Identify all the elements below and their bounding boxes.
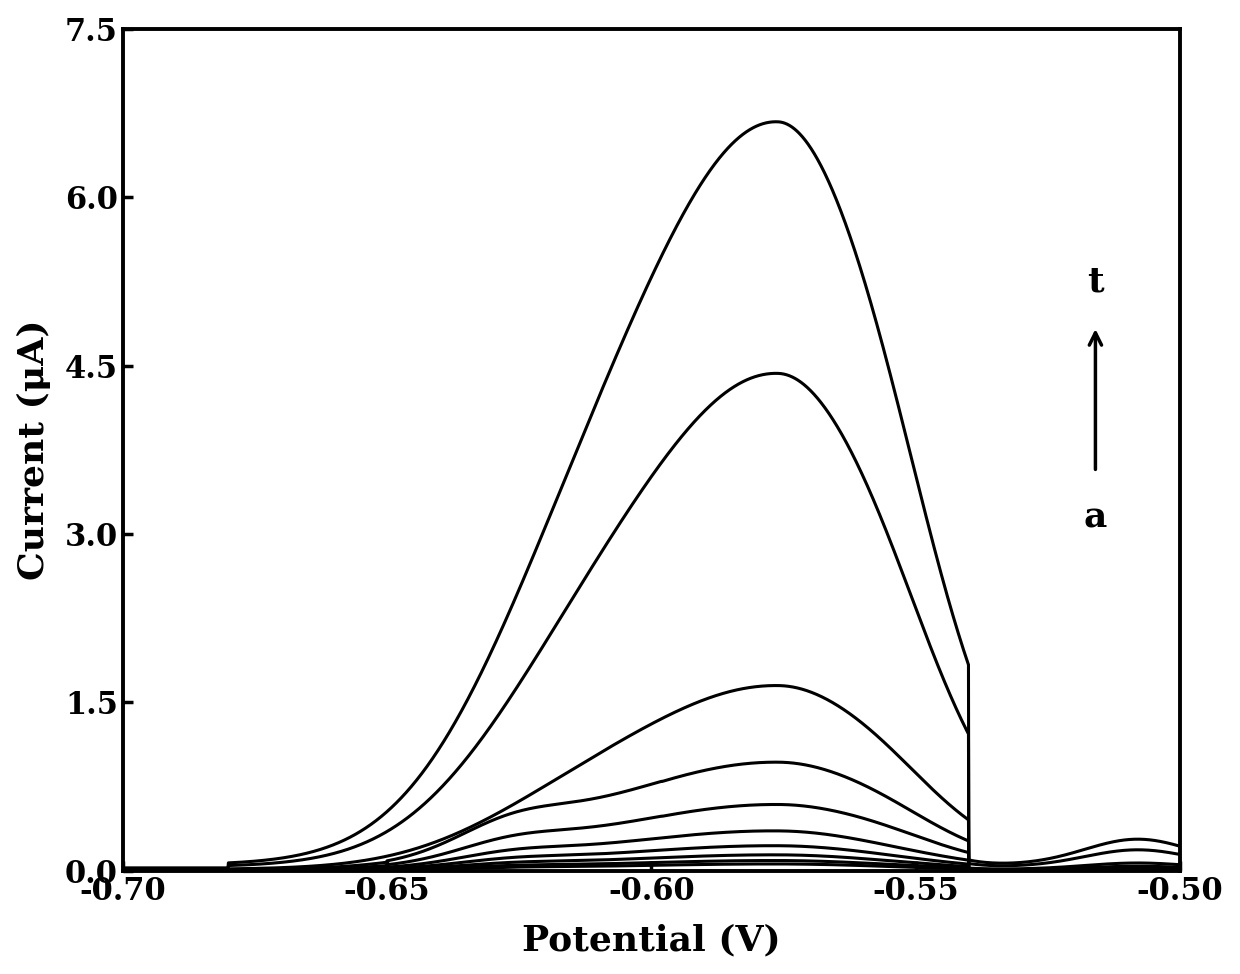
Text: t: t	[1087, 264, 1104, 298]
Text: a: a	[1084, 501, 1107, 535]
X-axis label: Potential (V): Potential (V)	[522, 923, 781, 957]
Y-axis label: Current (μA): Current (μA)	[16, 319, 51, 581]
